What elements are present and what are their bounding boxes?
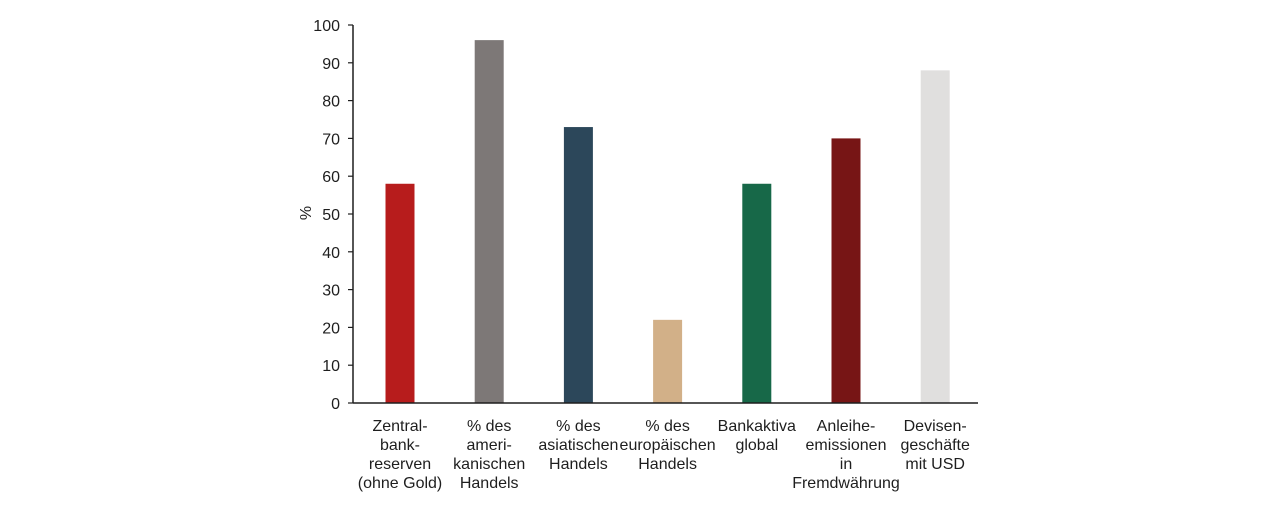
y-tick-label: 70 [322,131,340,148]
x-category-label-line: % des [467,418,511,435]
bar [920,70,950,404]
y-tick-label: 60 [322,169,340,186]
y-axis-title: % [298,206,315,220]
y-tick-label: 20 [322,320,340,337]
bars [385,40,950,404]
bar [831,138,861,403]
x-category-label-line: mit USD [905,456,965,473]
y-tick-label: 10 [322,358,340,375]
bar [653,319,683,403]
x-category-label-line: in [840,456,852,473]
x-category-label: % des europäischen Handels [620,418,716,473]
y-tick-label: 40 [322,245,340,262]
x-category-label-line: % des [645,418,689,435]
x-category-label: % des asiatischen Handels [538,418,618,473]
x-category-label-line: ameri- [467,437,512,454]
x-category-label: Devisen-geschäfte mit USD [901,418,970,473]
x-category-label-line: Fremdwährung [792,475,900,492]
x-category-label-line: emissionen [806,437,887,454]
x-category-label-line: Handels [549,456,608,473]
x-category-label-line: bank- [380,437,420,454]
x-category-label-line: Zentral- [372,418,427,435]
x-category-label: Zentral-bank-reserven (ohne Gold) [358,418,443,492]
x-category-label: Anleihe-emissionen in Fremdwährung [792,418,900,492]
y-tick-label: 80 [322,94,340,111]
x-category-label-line: Devisen- [904,418,967,435]
x-category-label-line: kanischen [453,456,525,473]
x-category-label: Bankaktiva global [718,418,796,454]
y-tick-label: 50 [322,207,340,224]
x-category-label-line: Bankaktiva [718,418,796,435]
x-category-label-line: (ohne Gold) [358,475,443,492]
x-category-label-line: asiatischen [538,437,618,454]
x-category-label-line: Anleihe- [817,418,876,435]
bar [474,40,504,404]
x-category-label-line: Handels [460,475,519,492]
bar [385,183,415,403]
bar [742,183,772,403]
x-category-label-line: global [735,437,778,454]
x-category-label-line: Handels [638,456,697,473]
y-axis-ticks: 0 10 20 30 40 50 60 70 80 90 100 [313,18,353,413]
category-labels: Zentral-bank-reserven (ohne Gold) % des ame… [358,418,970,492]
y-tick-label: 0 [331,396,340,413]
bar [563,127,593,403]
y-tick-label: 100 [313,18,340,35]
x-category-label-line: % des [556,418,600,435]
x-category-label-line: reserven [369,456,431,473]
y-tick-label: 90 [322,56,340,73]
x-category-label: % des ameri-kanischen Handels [453,418,525,492]
y-tick-label: 30 [322,283,340,300]
x-category-label-line: geschäfte [901,437,970,454]
x-category-label-line: europäischen [620,437,716,454]
